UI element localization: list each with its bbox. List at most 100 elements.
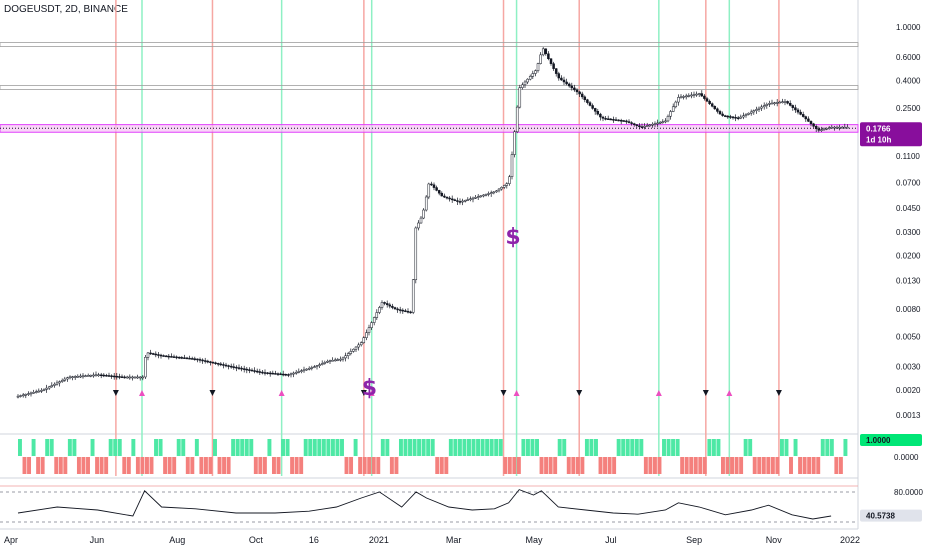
candle-body — [305, 368, 308, 371]
candle-body — [526, 78, 529, 83]
candle-body — [94, 374, 98, 377]
histogram-bar-down — [299, 457, 304, 474]
histogram-bar-up — [448, 439, 453, 456]
candle-body — [255, 370, 259, 373]
histogram-bar-up — [340, 439, 344, 456]
candle-body — [263, 372, 267, 374]
candle-body — [705, 98, 709, 102]
candle-body — [331, 359, 334, 362]
candle-body — [209, 361, 212, 363]
candle-body — [773, 102, 776, 104]
candle-body — [677, 97, 680, 103]
histogram-bar-up — [417, 439, 422, 456]
candle-body — [53, 383, 56, 386]
histogram-bar-down — [702, 457, 707, 474]
candle-body — [721, 113, 724, 116]
histogram-bar-down — [349, 457, 354, 474]
histogram-bar-up — [494, 439, 499, 456]
candle-body — [227, 365, 230, 367]
x-tick-label: 2022 — [840, 535, 860, 545]
histogram-bar-down — [598, 457, 603, 474]
histogram-bar-down — [217, 457, 222, 474]
candle-body — [755, 109, 758, 111]
histogram-bar-up — [213, 439, 217, 456]
histogram-bar-down — [698, 457, 703, 474]
histogram-bar-up — [330, 439, 335, 456]
histogram-bar-up — [303, 439, 308, 456]
candle-body — [838, 126, 841, 129]
histogram-bar-up — [498, 439, 503, 456]
candle-body — [274, 373, 277, 375]
histogram-bar-down — [834, 457, 839, 474]
horizontal-level — [0, 42, 859, 47]
candle-body — [401, 309, 405, 312]
candle-body — [450, 198, 454, 201]
histogram-bar-down — [63, 457, 68, 474]
histogram-bar-up — [467, 439, 471, 456]
histogram-bar-up — [525, 439, 530, 456]
histogram-bar-down — [22, 457, 27, 474]
histogram-bar-up — [312, 439, 317, 456]
candle-body — [586, 99, 589, 103]
candle-body — [302, 369, 306, 372]
candle-body — [313, 366, 316, 368]
candle-body — [651, 123, 654, 126]
candle-body — [128, 376, 132, 379]
y-tick-label: 0.6000 — [896, 53, 921, 62]
histogram-bar-up — [154, 439, 159, 456]
histogram-bar-up — [662, 439, 666, 456]
histogram-bar-down — [648, 457, 653, 474]
candle-body — [404, 310, 407, 312]
candle-body — [531, 73, 535, 77]
histogram-bar-up — [430, 439, 435, 456]
candle-body — [261, 371, 264, 374]
candle-body — [99, 374, 103, 377]
candle-body — [515, 106, 519, 133]
candle-body — [463, 200, 467, 202]
histogram-bar-up — [231, 439, 236, 456]
candle-body — [562, 79, 566, 83]
candle-body — [307, 368, 311, 370]
candle-body — [843, 126, 847, 129]
candle-body — [105, 374, 108, 377]
candle-body — [814, 126, 818, 129]
candle-body — [809, 121, 813, 125]
candle-body — [762, 105, 766, 108]
rsi-value-label — [860, 509, 922, 522]
candle-body — [547, 53, 550, 59]
candle-body — [414, 227, 418, 281]
histogram-bar-up — [630, 439, 635, 456]
candle-body — [73, 376, 77, 378]
histogram-bar-up — [716, 439, 721, 456]
histogram-bar-down — [512, 457, 517, 474]
histogram-bar-up — [535, 439, 539, 456]
candle-body — [34, 391, 38, 393]
x-tick-label: Oct — [249, 535, 264, 545]
histogram-bar-up — [235, 439, 240, 456]
candle-body — [788, 102, 792, 106]
candle-body — [349, 351, 353, 354]
histogram-bar-down — [725, 457, 730, 474]
candle-body — [528, 76, 532, 80]
candle-body — [224, 364, 228, 367]
histogram-bar-down — [253, 457, 258, 474]
candle-body — [648, 124, 652, 127]
histogram-bar-down — [752, 457, 757, 474]
histogram-bar-up — [471, 439, 476, 456]
histogram-bar-down — [571, 457, 576, 474]
candle-body — [362, 337, 366, 343]
histogram-bar-up — [453, 439, 458, 456]
histogram-bar-up — [625, 439, 630, 456]
histogram-bar-up — [108, 439, 113, 456]
candle-body — [825, 128, 828, 130]
histogram-bar-up — [380, 439, 385, 456]
histogram-bar-up — [281, 439, 285, 456]
histogram-bar-down — [657, 457, 662, 474]
sell-arrow-icon — [360, 390, 367, 396]
histogram-bar-up — [489, 439, 494, 456]
histogram-bar-down — [367, 457, 372, 474]
histogram-bar-up — [462, 439, 467, 456]
candle-body — [710, 103, 714, 107]
dollar-signal-icon: $ — [362, 376, 377, 401]
